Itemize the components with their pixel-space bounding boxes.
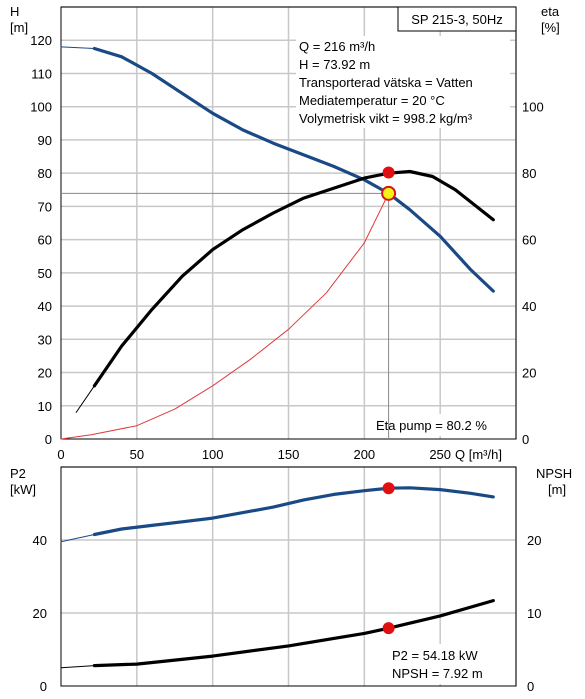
- operating-point-eta-marker: [382, 166, 395, 179]
- top-left-tick-80: 80: [38, 166, 52, 181]
- top-left-tick-100: 100: [30, 100, 52, 115]
- x-tick-labels: 0 50 100 150 200 250: [57, 447, 451, 462]
- bottom-plot-frame: [60, 466, 517, 687]
- top-left-tick-30: 30: [38, 332, 52, 347]
- info-density: Volymetrisk vikt = 998.2 kg/m³: [299, 111, 473, 126]
- top-right-tick-60: 60: [522, 233, 536, 248]
- top-right-axis-title-1: eta: [541, 4, 560, 19]
- bottom-right-tick-20: 20: [527, 533, 541, 548]
- operating-point-head-marker: [381, 185, 397, 201]
- series-eta: [92, 169, 495, 388]
- bottom-right-axis-title-2: [m]: [548, 482, 566, 497]
- info-box: [296, 36, 510, 128]
- series-system-curve: [60, 192, 390, 440]
- bottom-left-tick-0: 0: [40, 679, 47, 694]
- x-tick-200: 200: [353, 447, 375, 462]
- bottom-curves: [60, 486, 495, 669]
- bottom-right-axis-title-1: NPSH: [536, 466, 572, 481]
- x-tick-150: 150: [278, 447, 300, 462]
- top-right-tick-40: 40: [522, 299, 536, 314]
- top-left-tick-0: 0: [45, 432, 52, 447]
- top-right-tick-100: 100: [522, 100, 544, 115]
- bottom-left-tick-40: 40: [33, 533, 47, 548]
- bottom-right-tick-10: 10: [527, 606, 541, 621]
- top-right-tick-labels: 0 20 40 60 80 100: [522, 100, 544, 447]
- power-npsh-chart: P2 [kW] NPSH [m] 0 20 40 0 10 20 P2 = 54.18 …: [10, 466, 572, 694]
- top-left-tick-90: 90: [38, 133, 52, 148]
- info-liquid: Transporterad vätska = Vatten: [299, 75, 473, 90]
- info-p2: P2 = 54.18 kW: [392, 648, 478, 663]
- series-h: [92, 46, 495, 293]
- x-tick-250: 250: [429, 447, 451, 462]
- series-p2: [92, 486, 495, 537]
- bottom-left-axis-title-2: [kW]: [10, 482, 36, 497]
- top-curves: [60, 46, 495, 440]
- bottom-left-tick-labels: 0 20 40: [33, 533, 47, 694]
- chart-title: SP 215-3, 50Hz: [411, 12, 503, 27]
- x-tick-0: 0: [57, 447, 64, 462]
- series-eta-extrapolated: [75, 385, 95, 413]
- top-left-tick-40: 40: [38, 299, 52, 314]
- x-tick-50: 50: [130, 447, 144, 462]
- info-npsh: NPSH = 7.92 m: [392, 666, 483, 681]
- title-box: [397, 6, 517, 32]
- top-left-axis-title-2: [m]: [10, 20, 28, 35]
- x-tick-100: 100: [202, 447, 224, 462]
- top-left-tick-labels: 0 10 20 30 40 50 60 70 80 90 100 110 120: [30, 33, 52, 447]
- top-left-tick-10: 10: [38, 399, 52, 414]
- info-flow: Q = 216 m³/h: [299, 39, 375, 54]
- top-right-tick-0: 0: [522, 432, 529, 447]
- eta-label-box: [372, 414, 508, 436]
- info-head: H = 73.92 m: [299, 57, 370, 72]
- top-left-tick-60: 60: [38, 233, 52, 248]
- top-left-tick-110: 110: [31, 66, 52, 81]
- series-npsh: [92, 599, 495, 668]
- series-p2-extrapolated: [60, 534, 95, 543]
- top-right-tick-20: 20: [522, 366, 536, 381]
- top-right-axis-title-2: [%]: [541, 20, 560, 35]
- top-left-tick-20: 20: [38, 366, 52, 381]
- bottom-right-tick-labels: 0 10 20: [527, 533, 541, 694]
- series-npsh-extrapolated: [60, 665, 95, 669]
- bottom-markers: [382, 482, 395, 635]
- x-axis-title: Q [m³/h]: [455, 447, 502, 462]
- eta-pump-label: Eta pump = 80.2 %: [376, 418, 487, 433]
- bottom-info-box: [388, 644, 508, 684]
- top-plot-frame: [60, 6, 517, 440]
- bottom-left-tick-20: 20: [33, 606, 47, 621]
- top-left-tick-50: 50: [38, 266, 52, 281]
- top-markers: [381, 166, 397, 201]
- top-left-tick-70: 70: [38, 199, 52, 214]
- top-left-tick-120: 120: [30, 33, 52, 48]
- top-left-axis-title-1: H: [10, 4, 19, 19]
- info-temperature: Mediatemperatur = 20 °C: [299, 93, 445, 108]
- bottom-left-axis-title-1: P2: [10, 466, 26, 481]
- operating-point-p2-marker: [382, 482, 395, 495]
- series-h-extrapolated: [60, 46, 95, 49]
- bottom-right-tick-0: 0: [527, 679, 534, 694]
- top-right-tick-80: 80: [522, 166, 536, 181]
- pump-curve-chart: H [m] eta [%] Q [m³/h] 0 10 20 30 40 50 60 70 80…: [10, 4, 560, 462]
- operating-point-npsh-marker: [382, 622, 395, 635]
